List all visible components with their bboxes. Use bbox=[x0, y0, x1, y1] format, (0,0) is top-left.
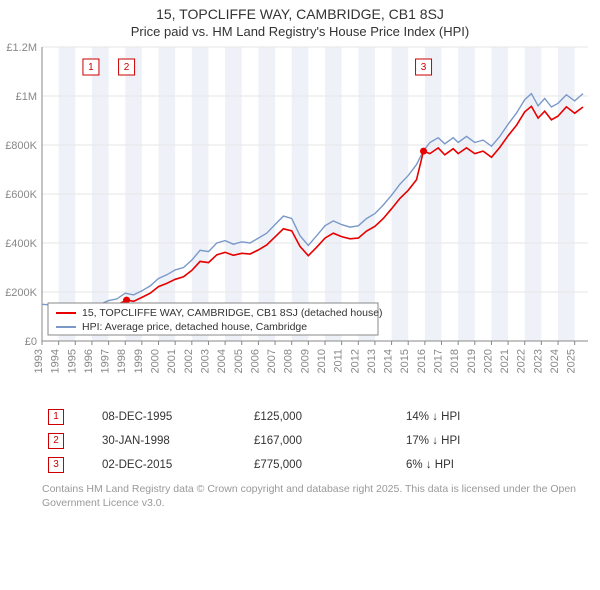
x-tick-label: 2014 bbox=[383, 349, 395, 373]
y-tick-label: £800K bbox=[5, 140, 37, 152]
legend-label: 15, TOPCLIFFE WAY, CAMBRIDGE, CB1 8SJ (d… bbox=[82, 307, 383, 319]
x-tick-label: 2013 bbox=[366, 349, 378, 373]
x-tick-label: 2006 bbox=[249, 349, 261, 373]
page-title: 15, TOPCLIFFE WAY, CAMBRIDGE, CB1 8SJ bbox=[0, 6, 600, 22]
y-tick-label: £400K bbox=[5, 238, 37, 250]
sale-vs-hpi: 17% ↓ HPI bbox=[400, 429, 582, 453]
sale-marker-num: 3 bbox=[421, 62, 427, 73]
sale-price: £125,000 bbox=[248, 405, 400, 429]
legend-label: HPI: Average price, detached house, Camb… bbox=[82, 321, 307, 333]
legend: 15, TOPCLIFFE WAY, CAMBRIDGE, CB1 8SJ (d… bbox=[48, 303, 383, 335]
x-tick-label: 2012 bbox=[349, 349, 361, 373]
x-tick-label: 2015 bbox=[399, 349, 411, 373]
sales-table: 1 08-DEC-1995£125,00014% ↓ HPI 2 30-JAN-199… bbox=[42, 405, 582, 477]
x-tick-label: 2000 bbox=[150, 349, 162, 373]
sale-vs-hpi: 14% ↓ HPI bbox=[400, 405, 582, 429]
footnote: Contains HM Land Registry data © Crown c… bbox=[42, 483, 582, 510]
x-tick-label: 2001 bbox=[166, 349, 178, 373]
x-tick-label: 1997 bbox=[100, 349, 112, 373]
price-chart: £0 £200K £400K £600K £800K £1M £1.2M 1993 1994 19… bbox=[0, 39, 600, 399]
x-tick-label: 2005 bbox=[233, 349, 245, 373]
x-tick-label: 2016 bbox=[416, 349, 428, 373]
x-tick-label: 2003 bbox=[199, 349, 211, 373]
x-tick-label: 2025 bbox=[566, 349, 578, 373]
sale-marker-num: 2 bbox=[124, 62, 130, 73]
table-row: 2 30-JAN-1998£167,00017% ↓ HPI bbox=[42, 429, 582, 453]
y-tick-label: £1M bbox=[16, 91, 37, 103]
x-tick-label: 2007 bbox=[266, 349, 278, 373]
x-tick-label: 1993 bbox=[33, 349, 45, 373]
page-subtitle: Price paid vs. HM Land Registry's House … bbox=[0, 24, 600, 39]
table-row: 3 02-DEC-2015£775,0006% ↓ HPI bbox=[42, 453, 582, 477]
x-tick-label: 2010 bbox=[316, 349, 328, 373]
x-tick-label: 2009 bbox=[299, 349, 311, 373]
y-tick-label: £1.2M bbox=[6, 42, 37, 54]
sale-marker-num: 1 bbox=[88, 62, 94, 73]
sale-index-box: 1 bbox=[48, 409, 64, 425]
y-tick-label: £600K bbox=[5, 189, 37, 201]
y-tick-label: £200K bbox=[5, 287, 37, 299]
x-tick-label: 2002 bbox=[183, 349, 195, 373]
x-tick-label: 2008 bbox=[283, 349, 295, 373]
x-tick-label: 2017 bbox=[433, 349, 445, 373]
table-row: 1 08-DEC-1995£125,00014% ↓ HPI bbox=[42, 405, 582, 429]
sale-date: 08-DEC-1995 bbox=[96, 405, 248, 429]
sale-date: 30-JAN-1998 bbox=[96, 429, 248, 453]
x-tick-label: 2004 bbox=[216, 349, 228, 373]
x-tick-label: 1999 bbox=[133, 349, 145, 373]
sale-price: £167,000 bbox=[248, 429, 400, 453]
sale-dot bbox=[420, 148, 427, 155]
sale-index-box: 3 bbox=[48, 457, 64, 473]
x-tick-label: 1996 bbox=[83, 349, 95, 373]
x-tick-label: 1998 bbox=[116, 349, 128, 373]
x-tick-label: 2020 bbox=[482, 349, 494, 373]
x-tick-label: 2022 bbox=[516, 349, 528, 373]
x-tick-label: 1995 bbox=[66, 349, 78, 373]
x-tick-label: 2024 bbox=[549, 349, 561, 373]
y-tick-label: £0 bbox=[25, 336, 37, 348]
x-tick-label: 2021 bbox=[499, 349, 511, 373]
x-tick-label: 2023 bbox=[532, 349, 544, 373]
sale-date: 02-DEC-2015 bbox=[96, 453, 248, 477]
x-tick-label: 2018 bbox=[449, 349, 461, 373]
x-tick-label: 2019 bbox=[466, 349, 478, 373]
sale-index-box: 2 bbox=[48, 433, 64, 449]
x-tick-label: 1994 bbox=[50, 349, 62, 373]
sale-price: £775,000 bbox=[248, 453, 400, 477]
x-tick-label: 2011 bbox=[333, 349, 345, 373]
sale-vs-hpi: 6% ↓ HPI bbox=[400, 453, 582, 477]
